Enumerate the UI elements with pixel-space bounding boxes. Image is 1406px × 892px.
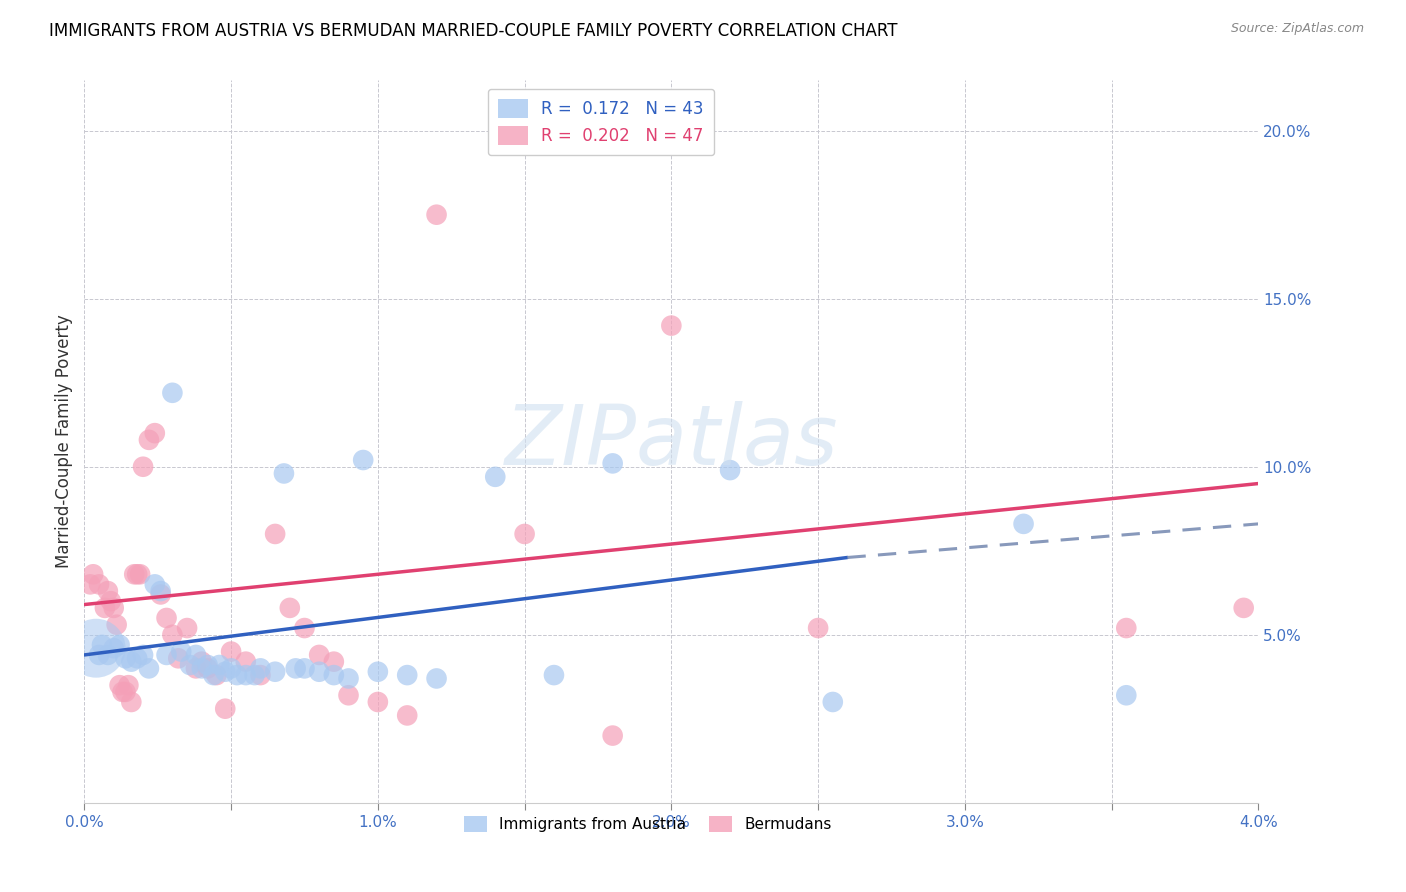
Point [97,648,120,662]
Point [284,661,307,675]
Point [129,567,152,582]
Point [308,665,330,679]
Text: Source: ZipAtlas.com: Source: ZipAtlas.com [1230,22,1364,36]
Point [337,672,360,686]
Legend: Immigrants from Austria, Bermudans: Immigrants from Austria, Bermudans [458,810,838,838]
Point [294,621,316,635]
Point [155,611,177,625]
Point [184,648,207,662]
Point [308,648,330,662]
Point [87,648,110,662]
Point [294,661,316,675]
Point [127,567,149,582]
Point [264,527,287,541]
Point [202,668,225,682]
Point [543,668,565,682]
Point [84,641,107,656]
Point [114,685,136,699]
Point [79,577,101,591]
Point [176,621,198,635]
Point [264,665,287,679]
Point [484,470,506,484]
Point [197,658,219,673]
Point [718,463,741,477]
Point [821,695,844,709]
Point [214,665,236,679]
Point [352,453,374,467]
Point [87,577,110,591]
Point [184,661,207,675]
Point [197,661,219,675]
Point [1233,600,1256,615]
Point [208,658,231,673]
Point [117,678,139,692]
Point [108,638,131,652]
Point [138,661,160,675]
Point [219,661,242,675]
Point [167,651,190,665]
Point [149,587,172,601]
Point [138,433,160,447]
Point [127,651,149,665]
Point [82,567,104,582]
Point [122,567,145,582]
Point [273,467,295,481]
Point [103,600,125,615]
Point [162,628,184,642]
Point [155,648,177,662]
Point [367,695,389,709]
Point [162,385,184,400]
Point [367,665,389,679]
Point [322,655,344,669]
Point [1115,621,1137,635]
Y-axis label: Married-Couple Family Poverty: Married-Couple Family Poverty [55,315,73,568]
Point [214,702,236,716]
Point [120,695,142,709]
Point [205,668,228,682]
Point [807,621,830,635]
Point [219,644,242,658]
Point [337,688,360,702]
Point [235,655,257,669]
Point [513,527,536,541]
Point [111,685,134,699]
Point [249,661,271,675]
Point [143,426,166,441]
Point [396,708,419,723]
Point [100,594,122,608]
Point [132,648,155,662]
Point [114,651,136,665]
Point [120,655,142,669]
Point [108,678,131,692]
Point [191,655,214,669]
Point [602,456,624,470]
Point [1115,688,1137,702]
Point [143,577,166,591]
Point [243,668,266,682]
Text: IMMIGRANTS FROM AUSTRIA VS BERMUDAN MARRIED-COUPLE FAMILY POVERTY CORRELATION CH: IMMIGRANTS FROM AUSTRIA VS BERMUDAN MARR… [49,22,897,40]
Point [322,668,344,682]
Point [235,668,257,682]
Point [1012,516,1035,531]
Text: ZIPatlas: ZIPatlas [505,401,838,482]
Point [170,644,193,658]
Point [226,668,249,682]
Point [396,668,419,682]
Point [179,658,201,673]
Point [91,638,114,652]
Point [105,617,128,632]
Point [132,459,155,474]
Point [426,672,449,686]
Point [94,600,117,615]
Point [661,318,683,333]
Point [278,600,301,615]
Point [249,668,271,682]
Point [426,208,449,222]
Point [602,729,624,743]
Point [103,641,125,656]
Point [97,584,120,599]
Point [191,661,214,675]
Point [149,584,172,599]
